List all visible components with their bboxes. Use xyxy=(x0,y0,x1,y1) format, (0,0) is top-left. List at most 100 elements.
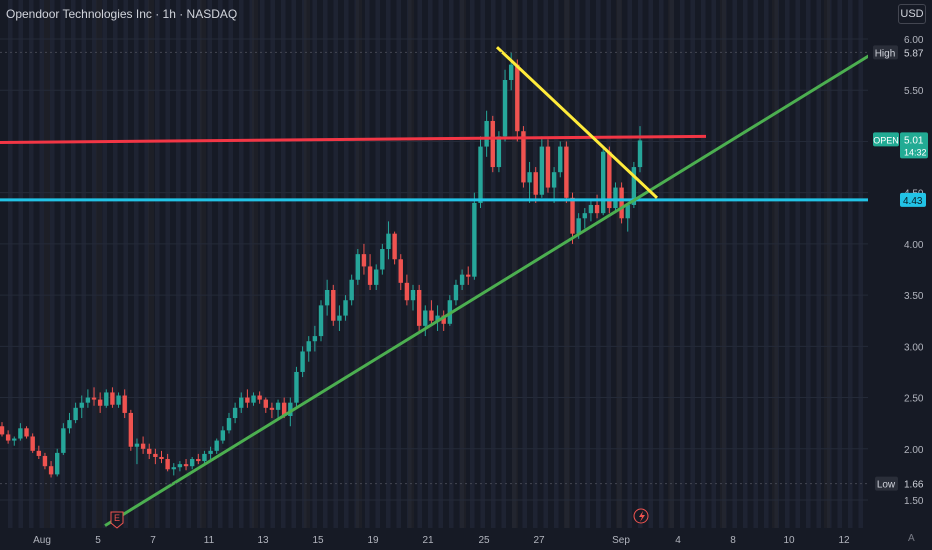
price-tick-label: 3.00 xyxy=(904,342,924,353)
session-band xyxy=(533,0,538,528)
session-band xyxy=(585,0,590,528)
time-tick-label: Aug xyxy=(33,535,51,546)
session-band xyxy=(806,0,811,528)
candle-body xyxy=(153,453,158,457)
candle-body xyxy=(545,146,551,188)
candle-body xyxy=(177,464,183,468)
candle-body xyxy=(116,395,121,405)
candle-body xyxy=(61,428,66,453)
open-tag xyxy=(873,132,899,147)
symbol-title: Opendoor Technologies Inc · 1h · NASDAQ xyxy=(6,7,238,21)
candle-body xyxy=(275,402,281,410)
auto-scale-button[interactable]: A xyxy=(908,533,915,544)
candle-body xyxy=(398,259,403,283)
candle-body xyxy=(232,407,238,419)
price-tick-label: 6.00 xyxy=(904,35,924,46)
session-band xyxy=(123,0,128,528)
session-band xyxy=(596,0,601,528)
time-tick-label: 11 xyxy=(204,535,215,546)
session-band xyxy=(92,0,97,528)
session-band xyxy=(375,0,380,528)
candle-body xyxy=(515,64,520,132)
low-tag xyxy=(875,476,898,491)
session-band xyxy=(8,0,13,528)
candle-body xyxy=(214,440,219,451)
candle-body xyxy=(631,167,637,205)
candle-body xyxy=(97,399,103,406)
open-label: OPEN xyxy=(873,135,899,145)
resistance-line[interactable] xyxy=(0,134,707,144)
currency-button[interactable]: USD xyxy=(898,4,926,24)
candle-body xyxy=(245,397,250,403)
session-band xyxy=(837,0,842,528)
session-band xyxy=(218,0,223,528)
time-tick-label: 12 xyxy=(838,535,850,546)
candle-body xyxy=(619,187,624,219)
candle-body xyxy=(533,172,538,195)
session-band xyxy=(848,0,853,528)
candle-body xyxy=(281,402,287,416)
high-value: 5.87 xyxy=(904,48,924,59)
session-band xyxy=(764,0,769,528)
candle-body xyxy=(189,459,195,467)
price-axis[interactable]: 1.502.002.503.003.504.004.505.005.506.00 xyxy=(868,0,932,550)
candle-body xyxy=(91,397,97,400)
session-band xyxy=(554,0,559,528)
weekend-band xyxy=(408,0,414,528)
candle-body xyxy=(429,310,434,321)
session-band xyxy=(480,0,485,528)
session-band xyxy=(564,0,569,528)
session-band xyxy=(732,0,737,528)
candle-body xyxy=(564,146,569,198)
candle-body xyxy=(24,428,29,437)
candle-body xyxy=(466,274,471,277)
candle-body xyxy=(392,233,397,260)
open-value: 5.01 xyxy=(904,135,924,146)
weekend-band xyxy=(44,0,50,528)
candle-body xyxy=(318,305,324,337)
session-band xyxy=(144,0,149,528)
candle-body xyxy=(374,269,379,285)
time-axis[interactable]: Aug 5 7 11 13 15 19 21 25 27 Sep 4 8 10 12 xyxy=(0,528,868,550)
weekend-band xyxy=(616,0,622,528)
candle-body xyxy=(300,351,305,372)
candle-body xyxy=(404,282,410,301)
candle-body xyxy=(55,452,60,475)
candle-body xyxy=(134,443,140,447)
candle-body xyxy=(288,402,293,416)
session-band xyxy=(270,0,275,528)
candle-body xyxy=(220,430,226,441)
session-band xyxy=(627,0,632,528)
session-band xyxy=(753,0,758,528)
session-band xyxy=(711,0,716,528)
candle-body xyxy=(226,418,232,431)
grid-lines xyxy=(0,38,868,501)
session-band xyxy=(176,0,181,528)
trend-drawings[interactable] xyxy=(0,37,897,527)
weekend-band xyxy=(148,0,154,528)
session-band xyxy=(428,0,433,528)
weekend-band xyxy=(668,0,674,528)
session-band xyxy=(701,0,706,528)
candle-body xyxy=(12,438,17,441)
time-tick-label: 13 xyxy=(257,535,269,546)
candle-body xyxy=(104,392,109,406)
candle-body xyxy=(361,254,367,267)
time-tick-label: 7 xyxy=(150,535,156,546)
session-band xyxy=(659,0,664,528)
candle-body xyxy=(48,466,54,475)
support-value: 4.43 xyxy=(903,196,923,207)
session-band xyxy=(816,0,821,528)
session-band xyxy=(260,0,265,528)
session-band xyxy=(81,0,86,528)
uptrend-line[interactable] xyxy=(104,37,897,527)
weekend-band xyxy=(96,0,102,528)
candle-body xyxy=(331,289,336,321)
low-value: 1.66 xyxy=(904,480,924,491)
open-price-tag xyxy=(900,132,928,159)
downtrend-line[interactable] xyxy=(495,46,659,199)
time-tick-label: Sep xyxy=(612,535,630,546)
session-band xyxy=(522,0,527,528)
time-axis-panel xyxy=(0,528,868,550)
